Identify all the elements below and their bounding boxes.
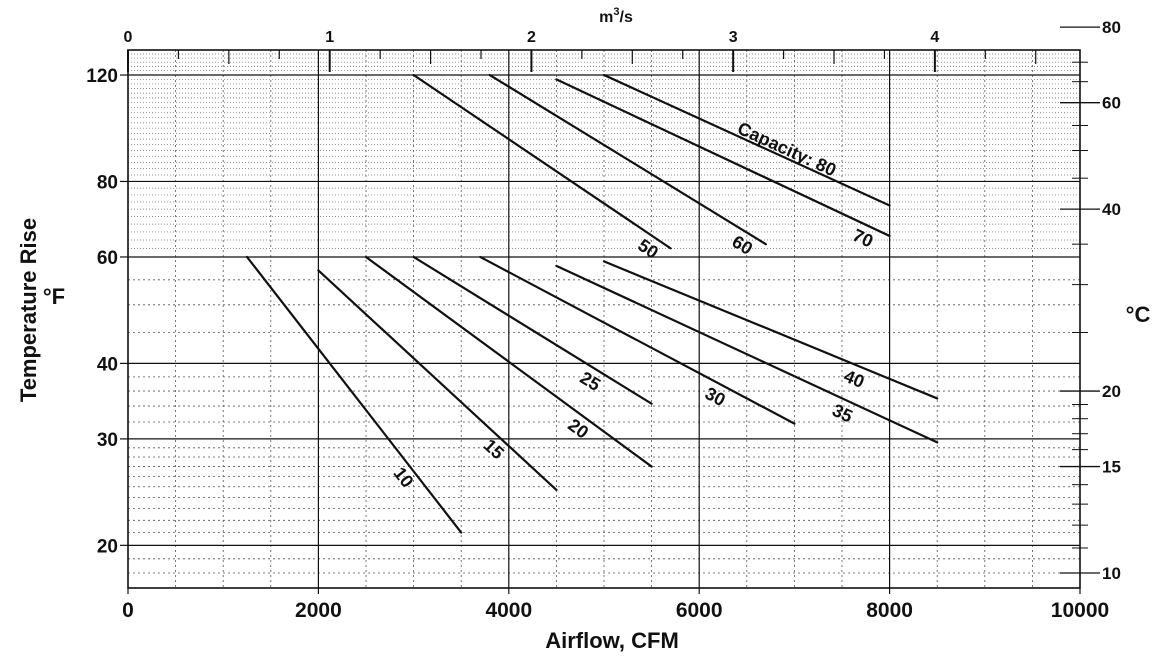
- right-tick-label: 10: [1102, 564, 1121, 583]
- series-group: [245, 73, 939, 534]
- y-tick-label: 20: [97, 536, 118, 557]
- x-tick-label: 6000: [676, 599, 723, 622]
- series-line-20: [364, 255, 653, 468]
- y-tick-label: 60: [97, 248, 118, 269]
- x-axis-title: Airflow, CFM: [545, 628, 679, 653]
- right-tick-label: 60: [1102, 94, 1121, 113]
- series-line-70: [555, 78, 891, 238]
- top-tick-label: 0: [124, 29, 133, 46]
- right-tick-label: 80: [1102, 18, 1121, 37]
- top-tick-label: 3: [729, 29, 738, 46]
- right-tick-label: 15: [1102, 458, 1121, 477]
- top-tick-label: 4: [930, 29, 939, 46]
- y-tick-label: 30: [97, 430, 118, 451]
- right-axis-title: °C: [1126, 302, 1151, 327]
- right-tick-label: 40: [1102, 200, 1121, 219]
- x-tick-label: 0: [122, 599, 134, 622]
- plot-frame: [127, 49, 1081, 589]
- right-tick-label: 20: [1102, 382, 1121, 401]
- top-tick-label: 2: [527, 29, 536, 46]
- grid: [128, 50, 1080, 588]
- y-tick-label: 40: [97, 354, 118, 375]
- y-tick-label: 80: [97, 172, 118, 193]
- series-line-25: [412, 255, 653, 405]
- series-line-30: [479, 255, 796, 425]
- series-line-15: [317, 269, 558, 492]
- tick-group: 0 2000 4000 6000 8000 10000 20 30 40 60 80 120 0 1 2 3 4…: [86, 18, 1121, 622]
- series-line-80: [602, 73, 891, 207]
- series-label-10: 10: [389, 463, 417, 491]
- y-axis-unit: °F: [43, 284, 65, 309]
- y-tick-label: 120: [86, 66, 118, 87]
- top-axis-title: m3/s: [599, 6, 633, 26]
- x-tick-label: 8000: [866, 599, 913, 622]
- series-line-40: [602, 260, 939, 400]
- top-tick-label: 1: [325, 29, 334, 46]
- x-tick-label: 10000: [1051, 599, 1109, 622]
- plot-border: [127, 49, 1081, 589]
- series-label-40: 40: [841, 366, 867, 392]
- y-axis-title: Temperature Rise: [16, 218, 41, 402]
- series-line-10: [245, 255, 463, 534]
- series-line-60: [488, 73, 767, 246]
- series-line-50: [412, 73, 672, 250]
- x-tick-label: 2000: [295, 599, 342, 622]
- x-tick-label: 4000: [485, 599, 532, 622]
- series-line-35: [555, 264, 939, 444]
